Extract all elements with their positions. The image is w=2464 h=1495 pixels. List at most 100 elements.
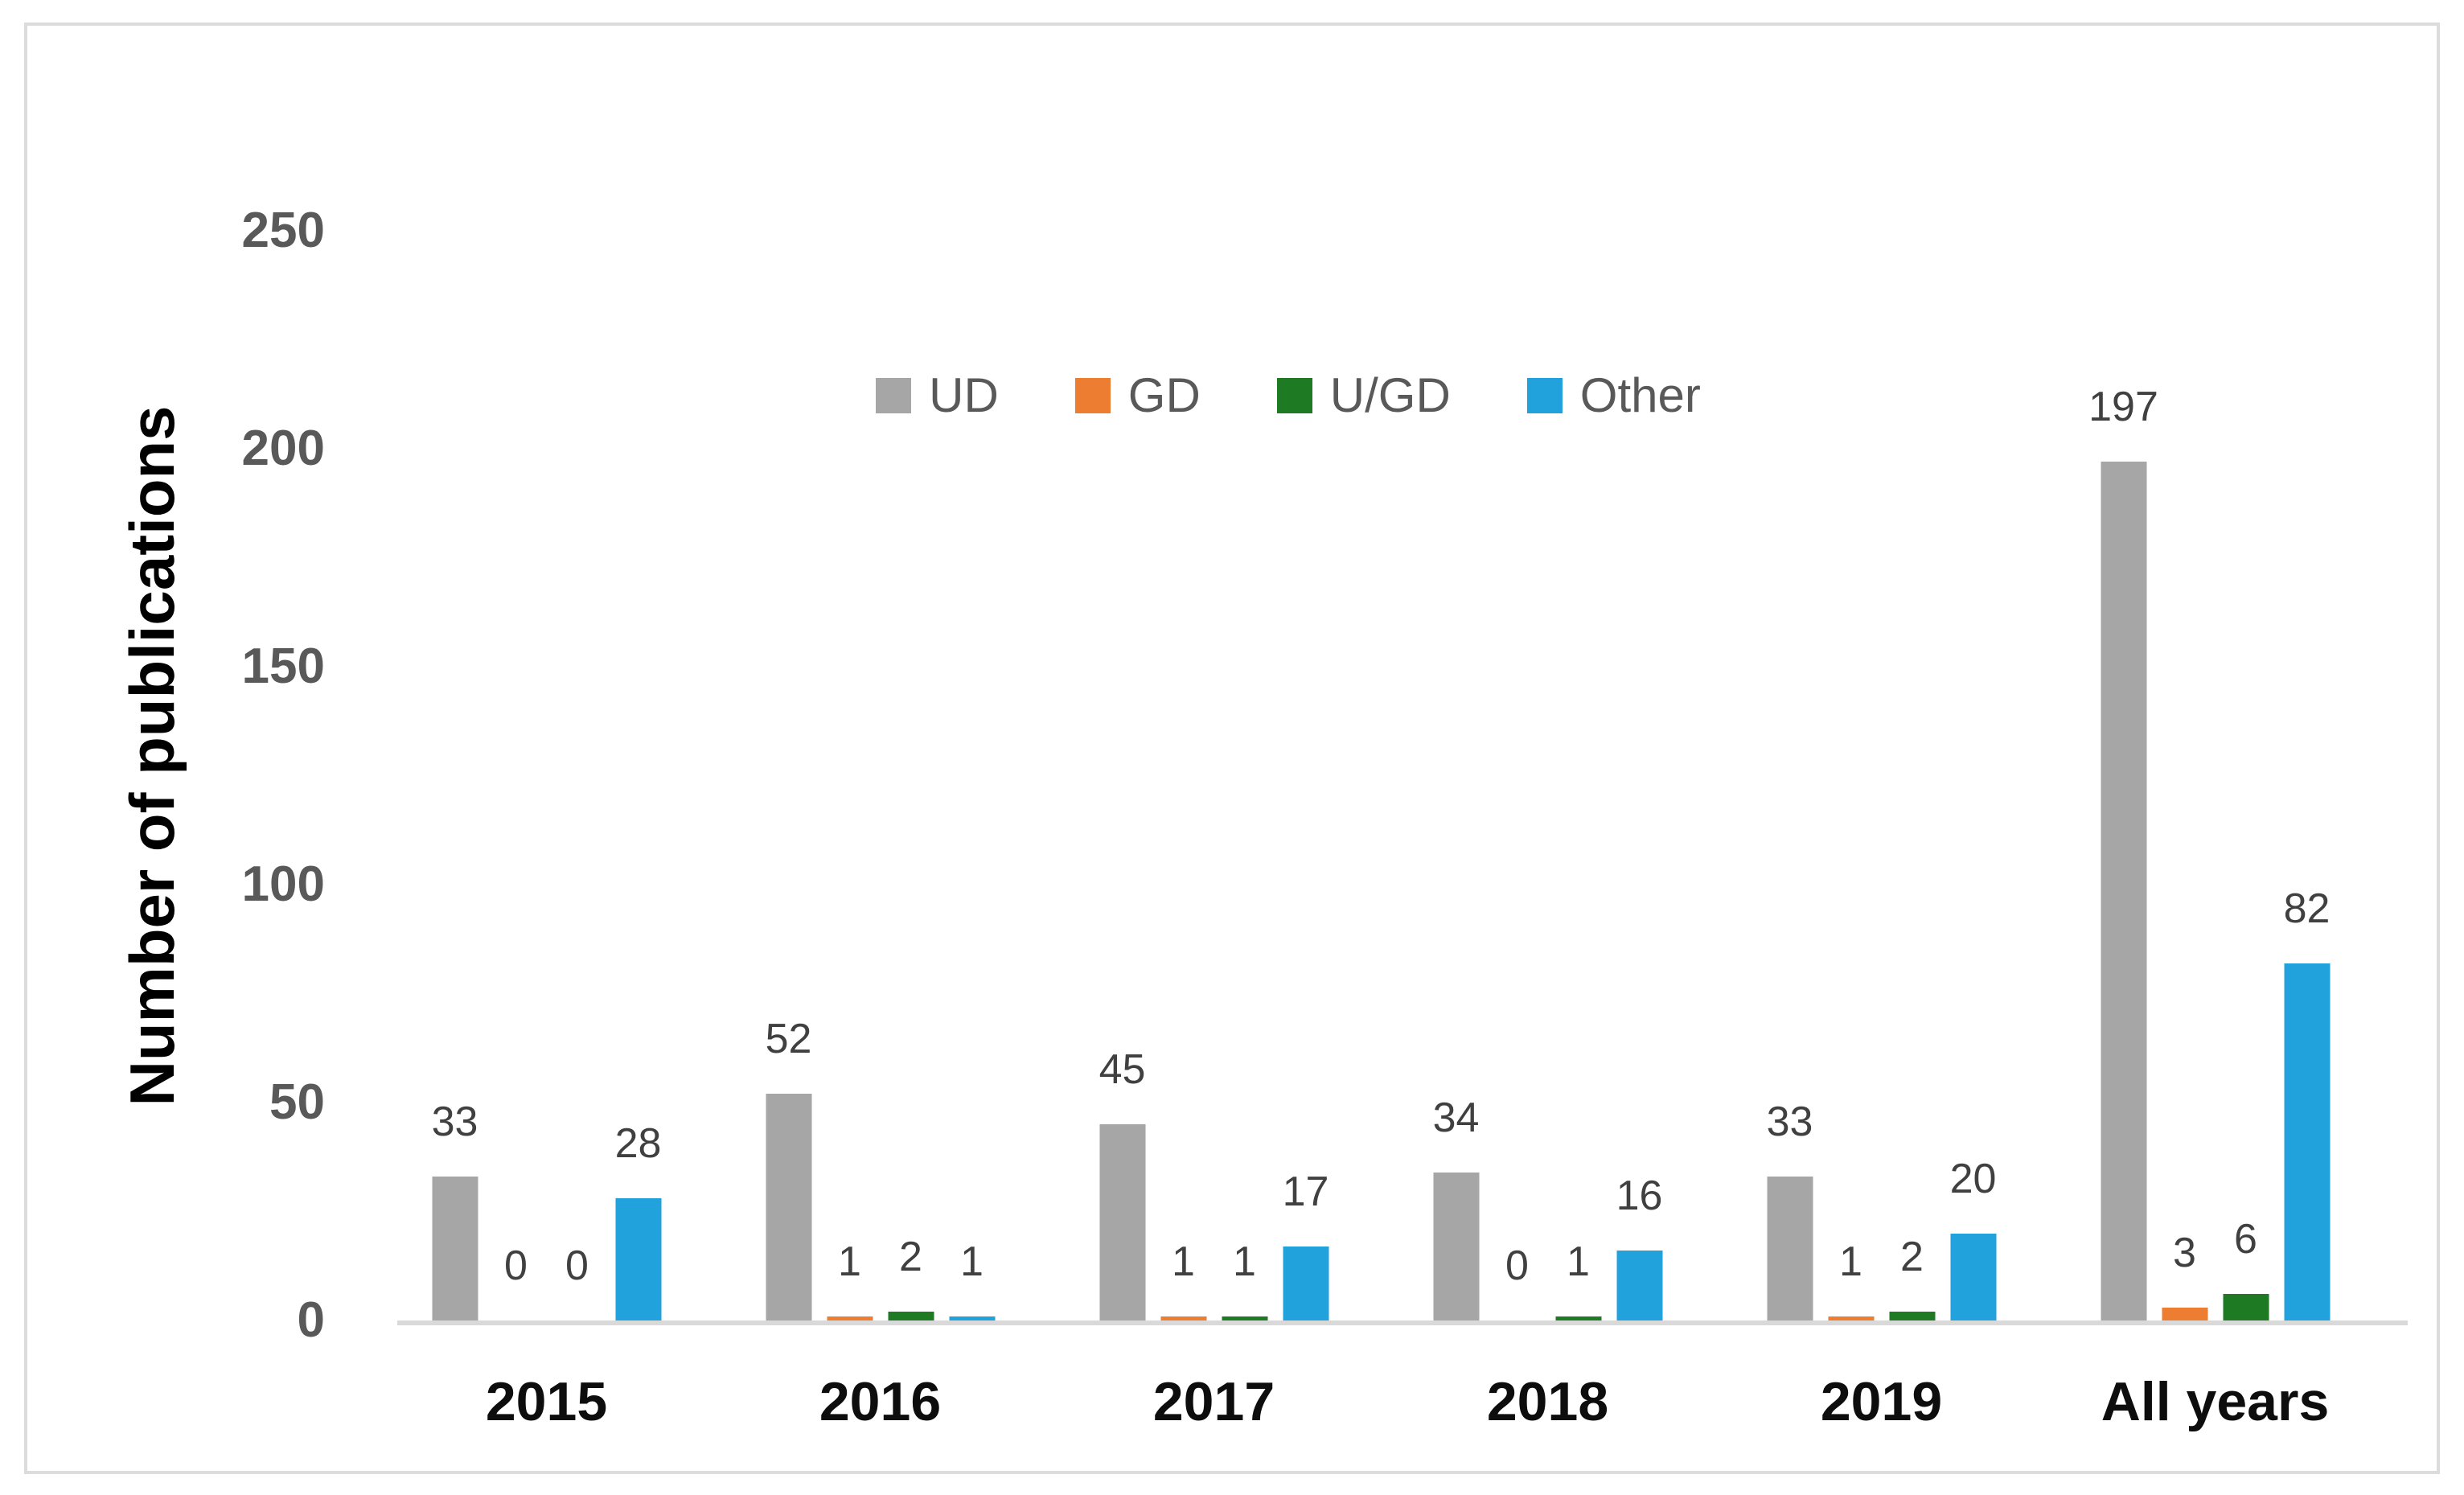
data-label: 82 [2283, 885, 2331, 932]
bar-slot-ud: 45 [1099, 231, 1145, 1320]
bar-ud-all-years [2101, 462, 2146, 1320]
bar-gd-all-years [2162, 1307, 2207, 1320]
bar-slot-u-gd: 2 [1889, 231, 1935, 1320]
bar-gd-2016 [827, 1316, 873, 1320]
bar-u-gd-2017 [1222, 1316, 1267, 1320]
data-label: 1 [1172, 1238, 1195, 1285]
bar-u-gd-all-years [2223, 1294, 2269, 1320]
bar-cluster: 197 3 6 82 [2088, 231, 2330, 1320]
plot-area: 33 0 0 28 2015 52 1 2 1 2016 45 1 1 17 2017 34 0 1 16 2018 3… [380, 231, 2382, 1432]
bar-u-gd-2019 [1889, 1312, 1935, 1320]
legend-swatch-gd [1074, 378, 1111, 413]
data-label: 45 [1099, 1046, 1146, 1094]
x-axis-label: 2016 [819, 1371, 942, 1432]
bar-slot-u-gd: 6 [2223, 231, 2269, 1320]
bar-slot-ud: 33 [1767, 231, 1813, 1320]
bar-ud-2015 [432, 1177, 478, 1320]
bar-other-all-years [2284, 963, 2330, 1320]
data-label: 2 [1900, 1234, 1924, 1281]
bar-slot-ud: 197 [2088, 231, 2158, 1320]
legend-item-u-gd: U/GD [1276, 368, 1451, 422]
bar-other-2017 [1283, 1246, 1329, 1320]
data-label: 0 [1505, 1242, 1529, 1289]
x-axis-label: 2015 [485, 1371, 608, 1432]
x-axis-label: 2018 [1486, 1371, 1609, 1432]
data-label: 33 [1766, 1099, 1813, 1146]
legend-item-other: Other [1526, 368, 1701, 422]
bar-slot-other: 1 [949, 231, 995, 1320]
bar-slot-other: 16 [1616, 231, 1662, 1320]
category-group-2016: 52 1 2 1 2016 [713, 231, 1047, 1432]
data-label: 2 [899, 1234, 922, 1281]
category-group-2015: 33 0 0 28 2015 [380, 231, 713, 1432]
data-label: 28 [614, 1120, 662, 1168]
y-axis-tick-label: 150 [241, 639, 325, 694]
legend-label: GD [1127, 368, 1201, 422]
bar-slot-gd: 1 [1160, 231, 1206, 1320]
bar-ud-2016 [766, 1094, 811, 1320]
bar-slot-other: 82 [2284, 231, 2330, 1320]
data-label: 20 [1949, 1155, 1997, 1202]
bar-slot-u-gd: 0 [554, 231, 600, 1320]
bar-cluster: 45 1 1 17 [1099, 231, 1329, 1320]
bar-slot-ud: 33 [432, 231, 478, 1320]
bar-cluster: 33 1 2 20 [1767, 231, 1996, 1320]
data-label: 6 [2234, 1216, 2257, 1263]
legend-swatch-ud [876, 378, 912, 413]
bar-slot-ud: 34 [1433, 231, 1479, 1320]
data-label: 3 [2173, 1229, 2196, 1276]
chart-frame: Number of publications 0 50 100 150 200 250 U… [24, 23, 2440, 1474]
bar-other-2015 [615, 1198, 661, 1320]
category-group-all-years: 197 3 6 82 All years [2048, 231, 2382, 1432]
data-label: 1 [1839, 1238, 1862, 1285]
data-label: 33 [431, 1099, 478, 1146]
bar-gd-2019 [1828, 1316, 1874, 1320]
bar-slot-other: 17 [1283, 231, 1329, 1320]
legend-label: U/GD [1329, 368, 1451, 422]
data-label: 52 [765, 1016, 812, 1063]
data-label: 197 [2088, 384, 2158, 431]
legend-item-gd: GD [1074, 368, 1201, 422]
x-axis-line [397, 1320, 2408, 1325]
bar-slot-gd: 0 [493, 231, 539, 1320]
legend-item-ud: UD [876, 372, 999, 420]
bar-slot-u-gd: 1 [1222, 231, 1267, 1320]
bar-cluster: 33 0 0 28 [432, 231, 661, 1320]
bar-slot-gd: 1 [827, 231, 873, 1320]
data-label: 1 [838, 1238, 861, 1285]
data-label: 1 [1233, 1238, 1256, 1285]
bar-ud-2018 [1433, 1172, 1479, 1320]
bar-cluster: 34 0 1 16 [1433, 231, 1662, 1320]
legend: UD GD U/GD Other [84, 372, 2464, 420]
y-axis-tick-label: 250 [241, 203, 325, 258]
bar-slot-gd: 0 [1494, 231, 1540, 1320]
bar-slot-u-gd: 1 [1555, 231, 1601, 1320]
bar-slot-ud: 52 [766, 231, 811, 1320]
data-label: 1 [960, 1238, 984, 1285]
data-label: 16 [1616, 1173, 1663, 1220]
bar-slot-gd: 3 [2162, 231, 2207, 1320]
category-group-2017: 45 1 1 17 2017 [1047, 231, 1381, 1432]
bar-slot-u-gd: 2 [888, 231, 934, 1320]
legend-label: Other [1579, 368, 1701, 422]
bar-ud-2017 [1099, 1124, 1145, 1320]
legend-swatch-u-gd [1276, 378, 1312, 413]
category-group-2019: 33 1 2 20 2019 [1715, 231, 2048, 1432]
bar-slot-gd: 1 [1828, 231, 1874, 1320]
bar-u-gd-2016 [888, 1312, 934, 1320]
x-axis-label: 2017 [1152, 1371, 1275, 1432]
data-label: 17 [1282, 1168, 1329, 1215]
data-label: 1 [1567, 1238, 1590, 1285]
x-axis-label: All years [2101, 1371, 2330, 1432]
legend-label: UD [929, 368, 999, 422]
data-label: 0 [565, 1242, 589, 1289]
bar-cluster: 52 1 2 1 [766, 231, 995, 1320]
bar-gd-2017 [1160, 1316, 1206, 1320]
y-axis-tick-label: 50 [269, 1074, 325, 1130]
y-axis-tick-label: 100 [241, 856, 325, 912]
bar-other-2018 [1616, 1251, 1662, 1320]
y-axis-tick-label: 200 [241, 421, 325, 476]
y-axis-tick-label: 0 [297, 1292, 325, 1348]
legend-swatch-other [1526, 378, 1563, 413]
